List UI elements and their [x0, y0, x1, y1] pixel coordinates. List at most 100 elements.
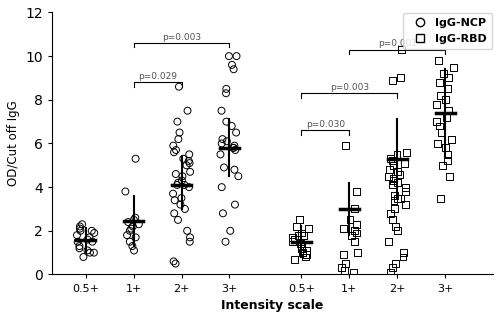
Point: [174, 217, 182, 222]
Point: [232, 130, 240, 135]
Point: [129, 224, 137, 229]
Point: [435, 80, 443, 85]
Point: [432, 102, 440, 107]
Point: [174, 119, 182, 124]
Point: [395, 172, 403, 177]
Point: [174, 180, 182, 185]
Point: [351, 206, 359, 211]
Point: [185, 152, 193, 157]
Text: p=0.001: p=0.001: [378, 40, 417, 48]
Point: [340, 268, 348, 273]
Point: [398, 47, 406, 52]
Point: [219, 211, 227, 216]
Point: [126, 228, 134, 234]
Point: [186, 169, 194, 174]
Point: [388, 217, 396, 222]
Point: [218, 141, 226, 146]
Point: [225, 54, 233, 59]
Point: [439, 71, 447, 76]
Point: [351, 228, 359, 234]
Point: [222, 91, 230, 96]
Point: [433, 119, 441, 124]
Point: [390, 198, 398, 203]
Text: p=0.029: p=0.029: [138, 72, 177, 81]
Point: [126, 239, 134, 244]
Point: [402, 185, 409, 190]
Point: [176, 202, 184, 207]
Point: [290, 256, 298, 262]
Point: [444, 75, 452, 80]
Point: [184, 158, 192, 163]
Point: [84, 237, 92, 242]
Point: [76, 243, 84, 249]
Point: [289, 235, 297, 240]
Point: [172, 172, 180, 177]
Point: [444, 152, 452, 157]
Point: [385, 167, 393, 172]
Point: [394, 196, 402, 201]
Point: [178, 196, 186, 201]
Text: p=0.003: p=0.003: [330, 83, 369, 92]
Point: [389, 163, 397, 168]
Point: [132, 215, 140, 220]
Point: [78, 222, 86, 227]
Point: [226, 228, 234, 234]
Point: [350, 270, 358, 275]
Point: [293, 224, 301, 229]
Point: [394, 228, 402, 234]
Point: [446, 174, 454, 179]
Point: [434, 141, 442, 146]
Point: [218, 185, 226, 190]
Point: [90, 230, 98, 235]
Point: [296, 217, 304, 222]
Point: [300, 233, 308, 238]
Point: [434, 58, 442, 63]
Point: [182, 163, 190, 168]
Point: [122, 189, 130, 194]
Point: [305, 226, 313, 231]
Point: [346, 217, 354, 222]
Point: [438, 163, 446, 168]
Point: [169, 191, 177, 196]
Point: [447, 137, 455, 142]
Point: [231, 202, 239, 207]
Point: [130, 217, 138, 222]
Point: [130, 248, 138, 253]
Point: [352, 230, 360, 235]
Text: p=0.030: p=0.030: [306, 120, 345, 129]
Point: [342, 143, 350, 148]
Point: [388, 158, 396, 163]
Point: [172, 147, 180, 152]
Point: [218, 137, 226, 142]
Point: [216, 152, 224, 157]
Point: [442, 97, 450, 102]
Point: [393, 180, 401, 185]
Point: [229, 145, 237, 150]
Point: [173, 182, 181, 188]
Point: [74, 239, 82, 244]
Point: [128, 243, 136, 249]
Point: [186, 160, 194, 166]
Text: p=0.003: p=0.003: [162, 33, 201, 42]
Point: [436, 123, 444, 129]
Point: [220, 165, 228, 170]
Point: [175, 84, 183, 89]
Point: [180, 182, 188, 188]
Point: [183, 228, 191, 234]
Point: [180, 156, 188, 161]
Point: [132, 156, 140, 161]
Point: [298, 230, 306, 235]
Point: [76, 246, 84, 251]
Point: [84, 248, 92, 253]
Point: [436, 93, 444, 98]
Point: [296, 241, 304, 247]
Point: [443, 115, 451, 120]
Point: [178, 174, 186, 179]
Point: [390, 178, 398, 183]
Point: [297, 246, 305, 251]
Point: [288, 239, 296, 244]
Point: [444, 158, 452, 163]
Point: [301, 255, 309, 260]
Point: [386, 270, 394, 275]
Point: [442, 145, 450, 150]
